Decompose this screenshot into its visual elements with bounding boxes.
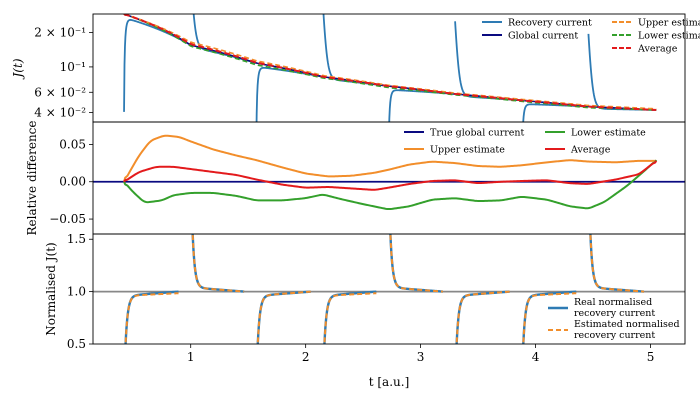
x-tick-label: 2 [302,350,310,364]
real-normalised-segment [191,234,246,293]
top-series-group [123,14,657,122]
estimated-normalised-segment [256,290,312,344]
bottom-y-tick-label: 1.0 [67,285,86,299]
legend-global-label: Global current [508,31,578,42]
legend-lower-label: Lower estimate [638,31,700,42]
average-line-top [123,14,657,112]
real-normalised-segment [256,290,312,344]
top-y-tick-label: 6 × 10⁻² [34,85,86,99]
estimated-normalised-segment [589,234,645,293]
top-y-label: J(t) [11,58,25,80]
x-tick-label: 5 [647,350,655,364]
legend-real-label-2: recovery current [574,308,655,319]
estimated-normalised-segment [522,292,577,344]
top-y-tick-label: 10⁻¹ [60,60,86,74]
lower-line-middle [123,159,658,211]
middle-y-tick-label: 0.05 [59,137,86,151]
x-tick-label: 1 [187,350,195,364]
middle-legend: True global current Lower estimate Upper e… [404,128,646,156]
lower-line-top [123,14,657,111]
top-y-tick-label: 4 × 10⁻² [34,105,86,119]
legend-estimated-label: Estimated normalised [574,319,680,330]
legend-average-label: Average [637,44,678,55]
bottom-y-tick-label: 0.5 [67,337,86,351]
legend-upper-label: Upper estimate [638,18,700,29]
legend-estimated-label-2: recovery current [574,330,655,341]
middle-y-tick-label: 0.00 [59,175,86,189]
bottom-y-tick-label: 1.5 [67,232,86,246]
x-axis-ticks: 1 2 3 4 5 [187,344,654,364]
recovery-current-segment [322,14,389,87]
bottom-y-label: Normalised J(t) [44,242,58,335]
bottom-axes-frame [92,233,686,345]
legend-upper-mid-label: Upper estimate [430,145,505,156]
panel-middle-relative-difference: 0.05 0.00 −0.05 True global current Lower e… [25,120,686,236]
top-y-tick-label: 2 × 10⁻¹ [34,25,86,39]
bottom-series-group [93,234,685,344]
x-tick-label: 4 [532,350,540,364]
estimated-normalised-segment [389,234,444,293]
top-y-ticks: 2 × 10⁻¹ 10⁻¹ 6 × 10⁻² 4 × 10⁻² [34,25,93,119]
legend-recovery-label: Recovery current [508,18,592,29]
middle-series-group [93,134,685,211]
recovery-current-segment [255,66,324,122]
middle-y-ticks: 0.05 0.00 −0.05 [49,137,93,226]
real-normalised-segment [589,234,645,293]
estimated-normalised-segment [124,292,180,344]
legend-true-global-label: True global current [430,128,525,139]
bottom-y-ticks: 1.5 1.0 0.5 [67,232,93,351]
legend-lower-mid-label: Lower estimate [571,128,646,139]
real-normalised-segment [124,290,180,344]
legend-real-label: Real normalised [574,297,652,308]
middle-y-label: Relative difference [25,120,39,235]
recovery-current-segment [123,19,192,112]
real-normalised-segment [323,290,378,344]
x-axis-label: t [a.u.] [369,375,410,389]
upper-line-top [123,14,657,110]
average-line-middle [123,160,658,191]
legend-average-mid-label: Average [570,145,611,156]
middle-y-tick-label: −0.05 [49,212,86,226]
estimated-normalised-segment [323,292,378,344]
real-normalised-segment [455,290,511,344]
recovery-current-segment [522,103,589,122]
real-normalised-segment [522,290,578,344]
top-legend: Recovery current Upper estimate Global cur… [482,18,700,55]
upper-line-middle [123,134,657,183]
estimated-normalised-segment [191,234,245,293]
x-tick-label: 3 [417,350,425,364]
panel-top-current: 2 × 10⁻¹ 10⁻¹ 6 × 10⁻² 4 × 10⁻² Recovery cu… [11,13,700,123]
estimated-normalised-segment [455,290,511,344]
real-normalised-segment [389,234,444,293]
